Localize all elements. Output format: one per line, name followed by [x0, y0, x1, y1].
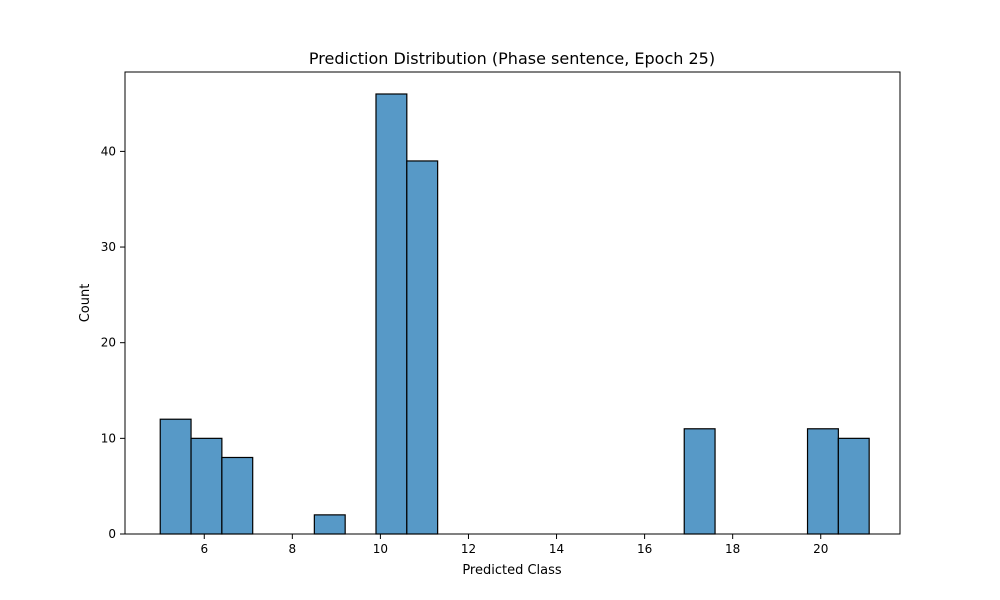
- x-tick-label: 20: [813, 542, 828, 556]
- plot-frame: [124, 71, 901, 535]
- y-tick-label: 30: [101, 240, 116, 254]
- x-tick-label: 16: [637, 542, 652, 556]
- chart-title: Prediction Distribution (Phase sentence,…: [309, 49, 715, 68]
- y-tick-label: 10: [101, 431, 116, 445]
- x-tick-label: 8: [289, 542, 297, 556]
- y-tick-label: 40: [101, 144, 116, 158]
- y-axis-label: Count: [78, 284, 93, 323]
- y-axis-ticks: 0 10 20 30 40: [101, 144, 125, 541]
- histogram-bar: [806, 428, 839, 535]
- histogram-bar: [375, 93, 408, 535]
- y-tick-label: 0: [108, 527, 116, 541]
- x-tick-label: 14: [549, 542, 564, 556]
- histogram-bar: [221, 456, 254, 535]
- y-tick-label: 20: [101, 336, 116, 350]
- histogram-bar: [406, 160, 439, 535]
- bars-group: [159, 93, 870, 535]
- x-axis-ticks: 6 8 10 12 14 16 18 20: [200, 534, 828, 556]
- histogram-bar: [313, 514, 346, 535]
- histogram-bar: [683, 428, 716, 535]
- histogram-bar: [190, 437, 223, 535]
- histogram-bar: [159, 418, 192, 535]
- x-tick-label: 12: [461, 542, 476, 556]
- x-tick-label: 18: [725, 542, 740, 556]
- x-tick-label: 10: [373, 542, 388, 556]
- histogram-bar: [837, 437, 870, 535]
- x-tick-label: 6: [200, 542, 208, 556]
- x-axis-label: Predicted Class: [462, 563, 562, 578]
